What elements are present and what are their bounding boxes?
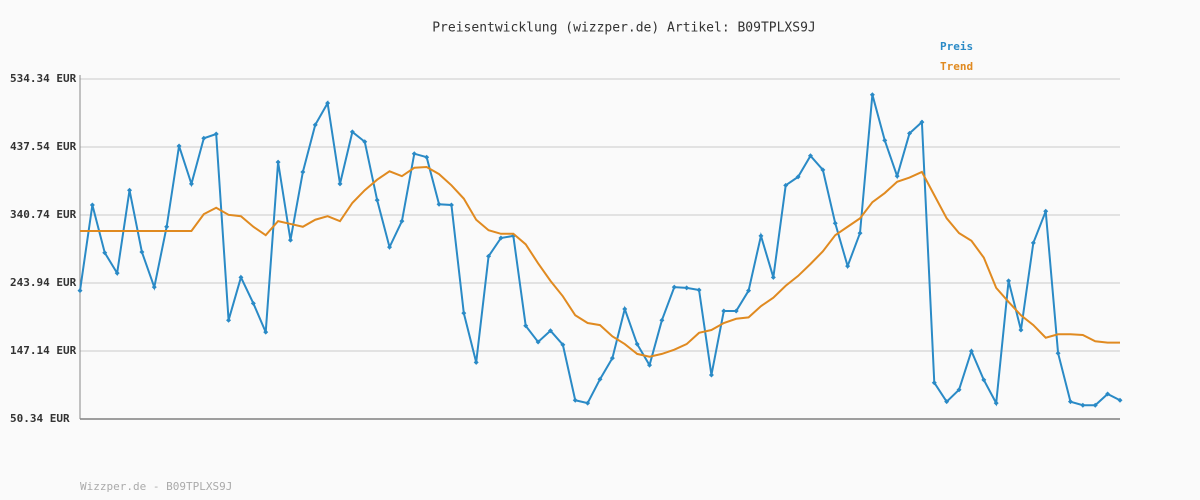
point-marker (114, 270, 120, 276)
point-marker (411, 151, 417, 157)
point-marker (622, 306, 628, 312)
point-marker (337, 181, 343, 187)
point-marker (845, 263, 851, 269)
point-marker (127, 187, 133, 193)
point-marker (436, 201, 442, 207)
point-marker (807, 153, 813, 159)
y-tick-label: 340.74 EUR (10, 208, 77, 221)
point-marker (1018, 327, 1024, 333)
point-marker (325, 100, 331, 106)
point-marker (968, 348, 974, 354)
point-marker (424, 154, 430, 160)
y-tick-label: 534.34 EUR (10, 72, 77, 85)
point-marker (981, 377, 987, 383)
point-marker (696, 287, 702, 293)
point-marker (139, 249, 145, 255)
legend-label: Trend (940, 60, 973, 73)
point-marker (535, 339, 541, 345)
point-marker (956, 387, 962, 393)
point-marker (931, 380, 937, 386)
point-marker (486, 253, 492, 259)
point-marker (1117, 397, 1123, 403)
point-marker (201, 135, 207, 141)
point-marker (770, 274, 776, 280)
point-marker (77, 288, 83, 294)
point-marker (250, 300, 256, 306)
point-marker (1043, 208, 1049, 214)
point-marker (795, 174, 801, 180)
point-marker (151, 284, 157, 290)
point-marker (498, 235, 504, 241)
series-line (79, 94, 1121, 407)
point-marker (560, 342, 566, 348)
point-marker (287, 237, 293, 243)
point-marker (684, 285, 690, 291)
point-marker (349, 129, 355, 135)
point-marker (213, 131, 219, 137)
point-marker (758, 233, 764, 239)
point-marker (869, 92, 875, 98)
point-marker (907, 130, 913, 136)
point-marker (164, 224, 170, 230)
point-marker (894, 173, 900, 179)
point-marker (708, 372, 714, 378)
point-marker (647, 362, 653, 368)
point-marker (387, 244, 393, 250)
point-marker (820, 167, 826, 173)
point-marker (659, 317, 665, 323)
series-line (80, 166, 1120, 358)
point-marker (783, 182, 789, 188)
legend-label: Preis (940, 40, 973, 53)
point-marker (634, 341, 640, 347)
point-marker (832, 220, 838, 226)
point-marker (1055, 350, 1061, 356)
point-marker (448, 202, 454, 208)
footer: Wizzper.de - B09TPLXS9J (80, 480, 232, 493)
point-marker (523, 323, 529, 329)
point-marker (473, 359, 479, 365)
y-tick-label: 50.34 EUR (10, 412, 70, 425)
point-marker (399, 218, 405, 224)
point-marker (102, 250, 108, 256)
chart-title: Preisentwicklung (wizzper.de) Artikel: B… (432, 21, 816, 36)
point-marker (857, 230, 863, 236)
point-marker (671, 284, 677, 290)
point-marker (746, 288, 752, 294)
point-marker (89, 202, 95, 208)
point-marker (609, 355, 615, 361)
point-marker (547, 328, 553, 334)
point-marker (461, 310, 467, 316)
point-marker (300, 169, 306, 175)
point-marker (1067, 399, 1073, 405)
y-tick-label: 437.54 EUR (10, 140, 77, 153)
point-marker (176, 143, 182, 149)
point-marker (263, 329, 269, 335)
point-marker (226, 317, 232, 323)
point-marker (919, 119, 925, 125)
point-marker (362, 139, 368, 145)
y-tick-label: 243.94 EUR (10, 276, 77, 289)
point-marker (572, 397, 578, 403)
point-marker (312, 122, 318, 128)
point-marker (721, 308, 727, 314)
point-marker (188, 181, 194, 187)
point-marker (1080, 402, 1086, 408)
point-marker (597, 376, 603, 382)
point-marker (374, 197, 380, 203)
point-marker (1030, 240, 1036, 246)
point-marker (1105, 391, 1111, 397)
point-marker (1092, 402, 1098, 408)
point-marker (993, 400, 999, 406)
point-marker (882, 137, 888, 143)
point-marker (275, 159, 281, 165)
point-marker (733, 308, 739, 314)
point-marker (944, 399, 950, 405)
point-marker (585, 400, 591, 406)
point-marker (238, 274, 244, 280)
y-tick-label: 147.14 EUR (10, 344, 77, 357)
point-marker (1006, 278, 1012, 284)
